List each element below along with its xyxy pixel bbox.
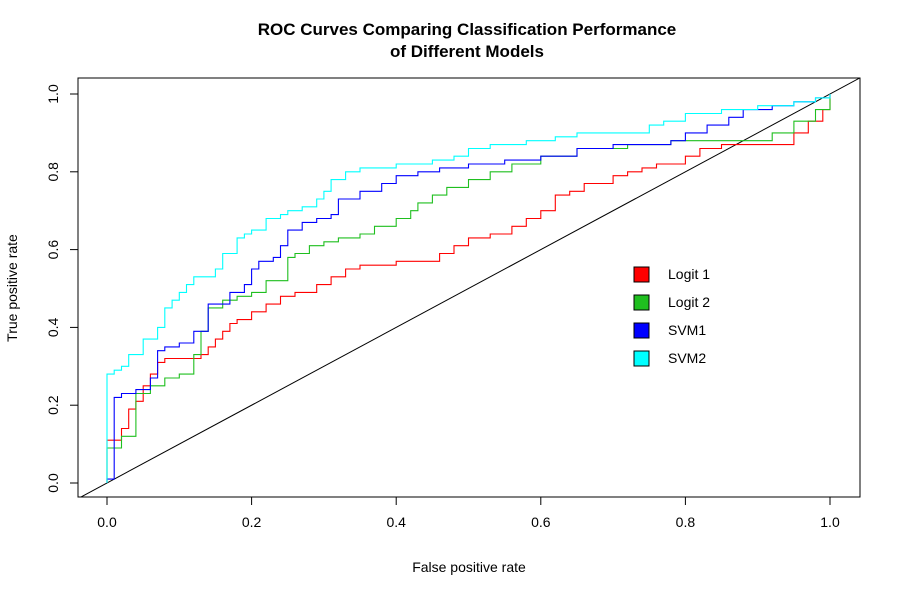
y-tick-label: 0.2 — [45, 395, 61, 415]
legend-label-1: Logit 1 — [668, 266, 710, 282]
chart-title-line-2: of Different Models — [390, 42, 544, 61]
legend-swatch-4 — [633, 350, 650, 367]
y-tick-label: 1.0 — [45, 84, 61, 104]
legend: Logit 1 Logit 2 SVM1 SVM2 — [633, 266, 710, 367]
x-tick-label: 0.8 — [676, 514, 696, 530]
y-tick-label: 0.6 — [45, 240, 61, 260]
legend-swatch-1 — [633, 266, 650, 283]
y-tick-label: 0.8 — [45, 162, 61, 182]
legend-label-4: SVM2 — [668, 350, 706, 366]
series-line-3 — [106, 94, 831, 483]
x-axis: 0.0 0.2 0.4 0.6 0.8 1.0 — [97, 496, 840, 530]
diagonal-reference-line — [79, 78, 860, 497]
legend-swatch-3 — [633, 322, 650, 339]
y-axis: 0.0 0.2 0.4 0.6 0.8 1.0 — [45, 84, 79, 493]
series-line-4 — [106, 94, 831, 483]
legend-label-2: Logit 2 — [668, 294, 710, 310]
x-tick-label: 1.0 — [820, 514, 840, 530]
series-line-1 — [106, 94, 831, 483]
legend-swatch-2 — [633, 294, 650, 311]
x-axis-label: False positive rate — [412, 559, 526, 575]
x-tick-label: 0.4 — [386, 514, 406, 530]
legend-label-3: SVM1 — [668, 322, 706, 338]
x-tick-label: 0.2 — [242, 514, 262, 530]
y-tick-label: 0.0 — [45, 473, 61, 493]
x-tick-label: 0.6 — [531, 514, 551, 530]
x-tick-label: 0.0 — [97, 514, 117, 530]
y-tick-label: 0.4 — [45, 317, 61, 337]
chart-title-line-1: ROC Curves Comparing Classification Perf… — [258, 20, 677, 39]
curves-group — [79, 78, 860, 497]
y-axis-label: True positive rate — [4, 234, 20, 342]
